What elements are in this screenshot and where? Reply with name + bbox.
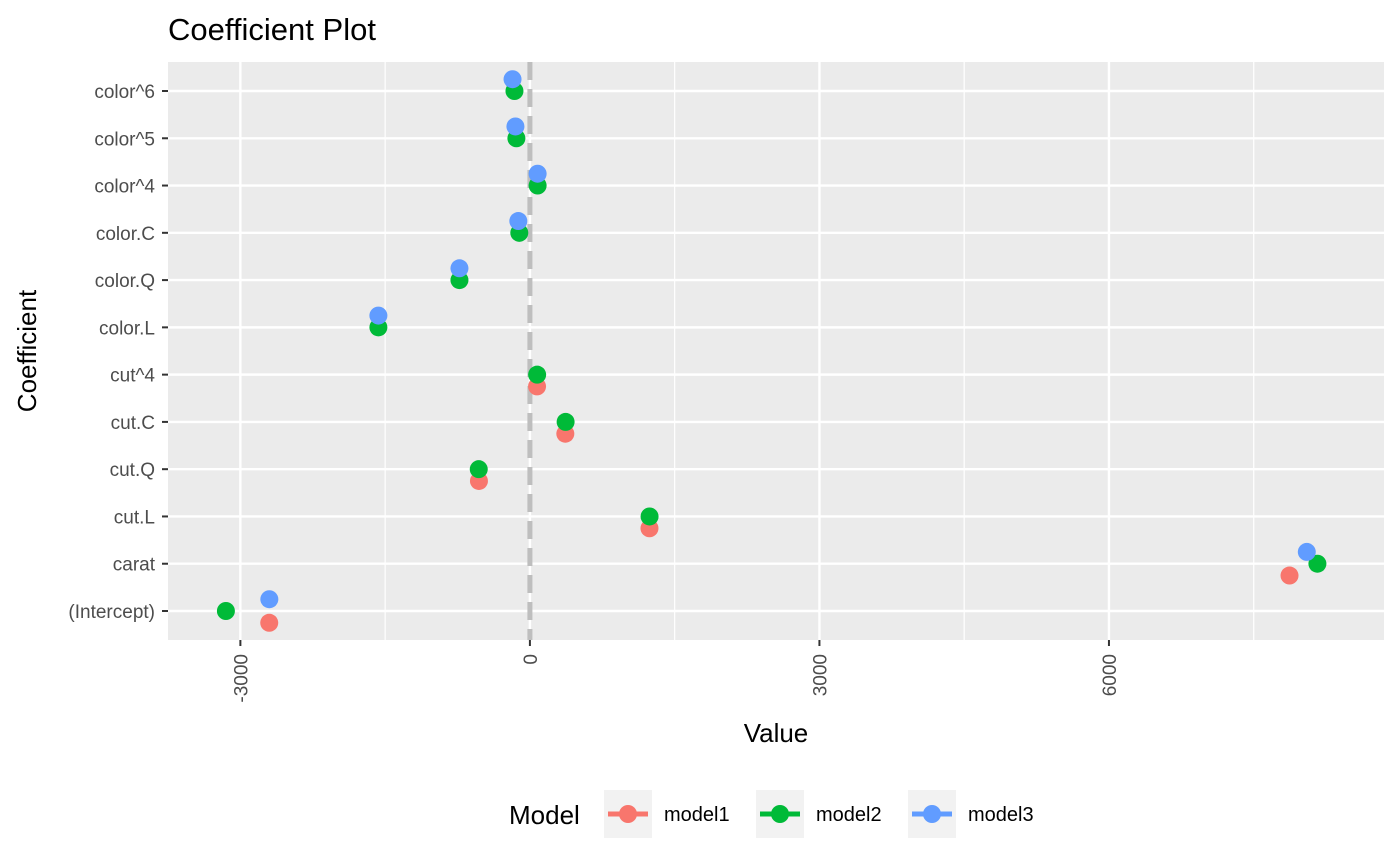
data-point-model2 bbox=[556, 412, 575, 431]
data-point-model2 bbox=[469, 460, 488, 479]
y-tick-label: cut.C bbox=[111, 413, 155, 434]
legend-key-point bbox=[923, 805, 941, 823]
x-axis: -3000 0 3000 6000 bbox=[231, 640, 1121, 703]
x-tick-label: 0 bbox=[521, 654, 542, 665]
data-point-model2 bbox=[640, 507, 659, 526]
data-point-model1 bbox=[260, 613, 279, 632]
data-point-model3 bbox=[1297, 542, 1316, 561]
data-point-model3 bbox=[506, 117, 525, 136]
data-point-model3 bbox=[509, 212, 528, 231]
legend: Model model1 model2 model3 bbox=[509, 790, 1034, 838]
legend-label: model1 bbox=[664, 804, 730, 826]
y-tick-label: color^5 bbox=[94, 129, 155, 150]
y-axis-title: Coefficient bbox=[12, 289, 42, 412]
legend-items: model1 model2 model3 bbox=[604, 790, 1034, 838]
data-points bbox=[216, 70, 1327, 632]
data-point-model3 bbox=[260, 590, 279, 609]
legend-label: model2 bbox=[816, 804, 882, 826]
chart-title: Coefficient Plot bbox=[168, 12, 376, 47]
data-point-model2 bbox=[528, 365, 547, 384]
data-point-model2 bbox=[1308, 554, 1327, 573]
y-tick-label: carat bbox=[113, 555, 156, 576]
data-point-model2 bbox=[216, 602, 235, 620]
y-tick-label: color^6 bbox=[94, 82, 155, 103]
legend-label: model3 bbox=[968, 804, 1034, 826]
legend-key-point bbox=[771, 805, 789, 823]
y-tick-label: color^4 bbox=[94, 177, 155, 198]
x-tick-label: -3000 bbox=[231, 654, 252, 703]
y-tick-label: color.Q bbox=[95, 271, 155, 292]
x-tick-label: 6000 bbox=[1100, 654, 1121, 696]
data-point-model3 bbox=[369, 306, 388, 325]
y-tick-label: cut^4 bbox=[110, 366, 155, 387]
x-axis-title: Value bbox=[744, 718, 809, 748]
data-point-model3 bbox=[528, 164, 547, 183]
y-tick-label: cut.Q bbox=[110, 460, 155, 481]
data-point-model3 bbox=[503, 70, 522, 89]
legend-title: Model bbox=[509, 800, 580, 830]
y-tick-label: color.L bbox=[99, 318, 155, 339]
y-tick-label: (Intercept) bbox=[68, 602, 155, 623]
legend-key-point bbox=[619, 805, 637, 823]
x-tick-label: 3000 bbox=[810, 654, 831, 696]
y-axis: (Intercept) carat cut.L cut.Q cut.C cut^4 colo… bbox=[68, 82, 168, 623]
plot-panel bbox=[168, 62, 1384, 640]
data-point-model3 bbox=[450, 259, 469, 278]
y-tick-label: cut.L bbox=[114, 507, 155, 528]
y-tick-label: color.C bbox=[96, 224, 155, 245]
data-point-model1 bbox=[1280, 566, 1299, 585]
